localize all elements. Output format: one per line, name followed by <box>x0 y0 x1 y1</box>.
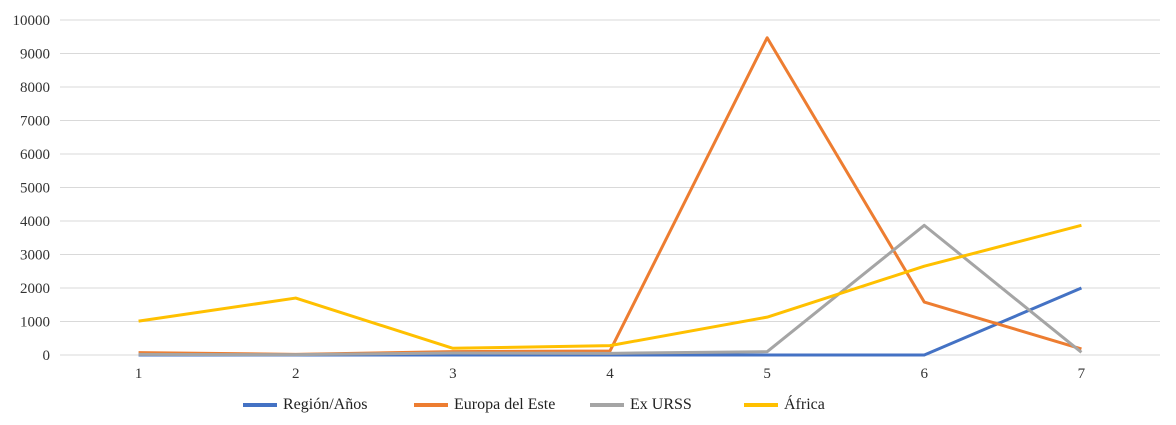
legend-swatch <box>590 403 624 407</box>
y-tick-label: 1000 <box>20 315 50 331</box>
legend-label: Europa del Este <box>454 396 556 413</box>
y-tick-label: 10000 <box>13 13 51 29</box>
y-tick-label: 6000 <box>20 147 50 163</box>
y-tick-label: 2000 <box>20 281 50 297</box>
x-tick-label: 7 <box>1078 366 1086 382</box>
legend: Región/Años Europa del Este Ex URSS África <box>0 390 1176 420</box>
x-tick-label: 2 <box>292 366 300 382</box>
x-tick-label: 4 <box>606 366 614 382</box>
legend-item: África <box>744 390 825 420</box>
legend-label: Ex URSS <box>630 396 692 413</box>
y-tick-label: 9000 <box>20 47 50 63</box>
line-chart: 0 1000 2000 3000 4000 5000 6000 7000 8000 9000 100… <box>13 13 1160 382</box>
y-axis-ticks: 0 1000 2000 3000 4000 5000 6000 7000 8000 9000 100… <box>13 13 51 364</box>
x-tick-label: 6 <box>921 366 929 382</box>
legend-label: Región/Años <box>283 396 368 413</box>
y-tick-label: 8000 <box>20 80 50 96</box>
series-line <box>138 223 1082 350</box>
legend-label: África <box>784 396 825 413</box>
legend-swatch <box>414 403 448 407</box>
y-tick-label: 3000 <box>20 248 50 264</box>
x-tick-label: 3 <box>449 366 457 382</box>
series-lines <box>138 36 1083 357</box>
legend-item: Europa del Este <box>414 390 555 420</box>
legend-item: Región/Años <box>243 390 367 420</box>
y-tick-label: 4000 <box>20 214 50 230</box>
y-tick-label: 0 <box>43 348 51 364</box>
y-tick-label: 7000 <box>20 114 50 130</box>
x-axis-ticks: 1 2 3 4 5 6 7 <box>135 366 1086 382</box>
y-tick-label: 5000 <box>20 181 50 197</box>
series-line <box>138 223 1083 357</box>
legend-item: Ex URSS <box>590 390 692 420</box>
legend-swatch <box>744 403 778 407</box>
x-tick-label: 1 <box>135 366 143 382</box>
gridlines <box>60 19 1160 356</box>
series-line <box>138 36 1082 356</box>
x-tick-label: 5 <box>763 366 771 382</box>
legend-swatch <box>243 403 277 407</box>
